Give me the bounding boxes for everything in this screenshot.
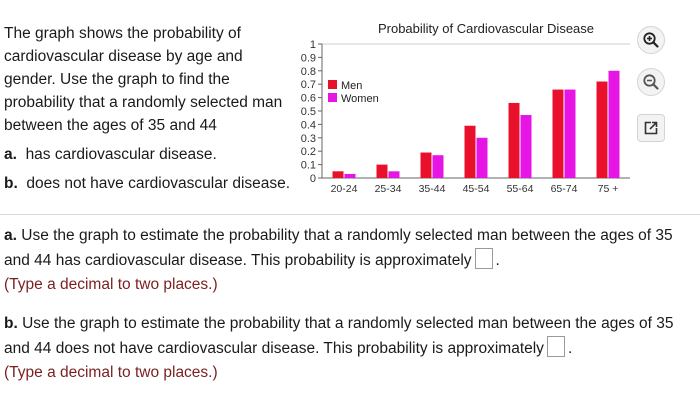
- x-tick-label: 35-44: [419, 183, 446, 195]
- men-bar: [508, 102, 520, 178]
- x-tick-label: 65-74: [551, 183, 578, 195]
- question-a: a. Use the graph to estimate the probabi…: [4, 224, 684, 297]
- zoom-out-icon: [643, 74, 659, 90]
- y-tick-label: 0.6: [301, 93, 316, 105]
- x-tick-label: 75 +: [598, 183, 619, 195]
- y-tick-label: 1: [310, 39, 316, 51]
- open-new-window-button[interactable]: [637, 114, 665, 142]
- men-bar: [376, 164, 388, 178]
- zoom-out-button[interactable]: [637, 68, 665, 96]
- x-tick-label: 45-54: [463, 183, 490, 195]
- part-b-text: does not have cardiovascular disease.: [26, 175, 291, 192]
- y-tick-label: 0.3: [301, 133, 316, 145]
- men-bar: [596, 81, 608, 178]
- section-divider: [0, 214, 700, 215]
- y-tick-label: 0.7: [301, 79, 316, 91]
- y-tick-label: 0.8: [301, 66, 316, 78]
- external-link-icon: [644, 121, 658, 135]
- zoom-in-icon: [643, 32, 659, 48]
- zoom-in-button[interactable]: [637, 26, 665, 54]
- women-bar: [344, 173, 356, 178]
- chart-canvas: Probability of Cardiovascular Disease 00…: [301, 21, 630, 195]
- y-tick-label: 0.5: [301, 106, 316, 118]
- women-bar: [388, 171, 400, 178]
- chart-title: Probability of Cardiovascular Disease: [378, 21, 594, 36]
- legend-label-women: Women: [341, 93, 379, 105]
- women-bar: [608, 70, 620, 178]
- question-b-letter: b.: [4, 315, 18, 332]
- answer-b-input[interactable]: [546, 336, 565, 357]
- y-tick-label: 0.4: [301, 119, 316, 131]
- women-bar: [432, 155, 444, 178]
- question-b-text: Use the graph to estimate the probabilit…: [4, 315, 674, 357]
- part-a-text: has cardiovascular disease.: [25, 146, 217, 163]
- question-a-period: .: [495, 252, 500, 269]
- y-tick-label: 0: [310, 173, 316, 185]
- x-tick-label: 25-34: [375, 183, 402, 195]
- y-tick-label: 0.2: [301, 146, 316, 158]
- problem-text: The graph shows the probability of cardi…: [4, 25, 283, 134]
- question-a-text: Use the graph to estimate the probabilit…: [4, 227, 673, 269]
- men-bar: [552, 89, 564, 178]
- question-b: b. Use the graph to estimate the probabi…: [4, 312, 684, 385]
- men-bar: [332, 171, 344, 178]
- y-tick-label: 0.9: [301, 52, 316, 64]
- question-a-letter: a.: [4, 227, 17, 244]
- question-b-hint: (Type a decimal to two places.): [4, 364, 218, 381]
- women-bar: [564, 89, 576, 178]
- part-b-letter: b.: [4, 175, 18, 192]
- legend-label-men: Men: [341, 80, 362, 92]
- legend-swatch-women: [328, 93, 337, 102]
- legend-swatch-men: [328, 80, 337, 89]
- women-bar: [476, 137, 488, 178]
- part-a-prompt: a. has cardiovascular disease.: [4, 143, 296, 166]
- y-tick-label: 0.1: [301, 160, 316, 172]
- answer-a-input[interactable]: [474, 248, 493, 269]
- women-bar: [520, 115, 532, 178]
- part-a-letter: a.: [4, 146, 17, 163]
- men-bar: [464, 125, 476, 178]
- question-a-hint: (Type a decimal to two places.): [4, 276, 218, 293]
- x-tick-label: 20-24: [331, 183, 358, 195]
- part-b-prompt: b. does not have cardiovascular disease.: [4, 172, 296, 195]
- men-bar: [420, 152, 432, 178]
- question-b-period: .: [567, 340, 573, 357]
- problem-statement: The graph shows the probability of cardi…: [4, 22, 296, 195]
- x-tick-label: 55-64: [507, 183, 534, 195]
